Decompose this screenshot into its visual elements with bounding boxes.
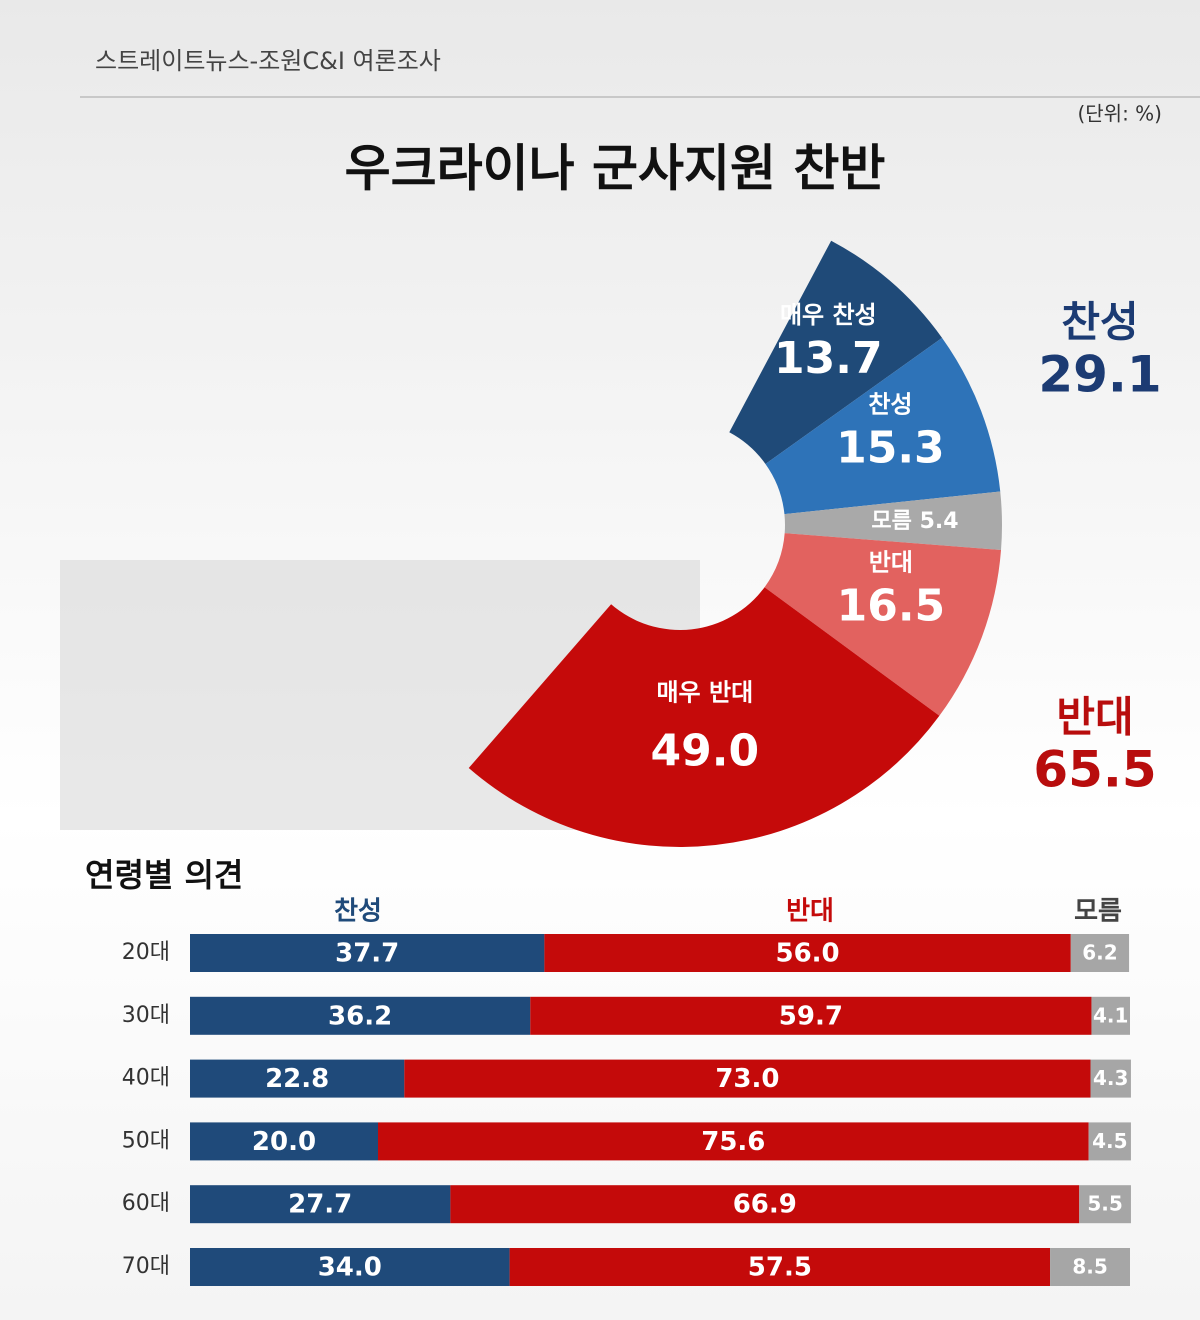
bar-label: 36.2 — [328, 1001, 392, 1031]
legend-label: 반대 — [786, 897, 834, 927]
bar-label: 8.5 — [1072, 1255, 1107, 1279]
y-tick-label: 30대 — [122, 1003, 170, 1028]
slice-label: 모름 5.4 — [871, 509, 958, 534]
slice-name: 반대 — [869, 548, 913, 576]
donut-slice — [765, 337, 1001, 515]
bar-segment — [1088, 1122, 1131, 1161]
legend-label: 찬성 — [334, 897, 382, 927]
slice-value: 49.0 — [651, 726, 760, 777]
source: 스트레이트뉴스-조원C&I 여론조사 — [95, 47, 441, 75]
bar-segment — [190, 1248, 510, 1286]
slice-value: 5.4 — [920, 509, 959, 534]
slice-value: 15.3 — [836, 422, 945, 473]
summary-label: 반대 — [1056, 693, 1133, 742]
bar-segment — [530, 996, 1092, 1035]
y-tick-label: 40대 — [122, 1066, 170, 1091]
y-tick-label: 20대 — [122, 940, 170, 965]
bar-segment — [509, 1248, 1051, 1286]
y-tick-label: 60대 — [122, 1191, 170, 1216]
unit: (단위: %) — [1077, 102, 1162, 126]
donut-slice — [784, 491, 1002, 551]
bar-label: 66.9 — [733, 1190, 797, 1220]
bar-segment — [190, 1122, 378, 1161]
bar-segment — [1070, 934, 1130, 972]
summary-value: 65.5 — [1033, 741, 1156, 799]
bar-segment — [450, 1185, 1080, 1224]
summary-label: 찬성 — [1061, 298, 1138, 347]
bar-label: 6.2 — [1082, 941, 1117, 965]
bar-segment — [544, 934, 1071, 972]
y-tick-label: 50대 — [122, 1128, 170, 1153]
bar-label: 37.7 — [335, 939, 399, 969]
bar-segment — [190, 934, 545, 972]
summary-value: 29.1 — [1038, 346, 1161, 404]
bar-label: 4.5 — [1092, 1129, 1127, 1153]
slice-name: 모름 — [871, 509, 911, 534]
bar-label: 5.5 — [1087, 1192, 1122, 1216]
bar-segment — [378, 1122, 1089, 1161]
bar-label: 73.0 — [715, 1064, 779, 1094]
slice-name: 매우 찬성 — [780, 301, 877, 329]
slice-value: 16.5 — [837, 580, 946, 631]
slice-name: 찬성 — [868, 390, 912, 418]
y-tick-label: 70대 — [122, 1254, 170, 1279]
bar-segment — [190, 1059, 405, 1098]
slice-value: 13.7 — [774, 333, 883, 384]
bar-segment — [1050, 1248, 1130, 1286]
donut-slice — [764, 533, 1002, 716]
bar-segment — [404, 1059, 1091, 1098]
section-title: 연령별 의견 — [85, 856, 243, 894]
bar-segment — [1079, 1185, 1131, 1224]
bar-label: 57.5 — [748, 1253, 812, 1283]
bar-segment — [190, 1185, 451, 1224]
bar-label: 75.6 — [701, 1127, 765, 1157]
donut-slice — [468, 587, 940, 848]
bar-segment — [1090, 1059, 1131, 1098]
bar-segment — [1091, 996, 1130, 1035]
slice-name: 매우 반대 — [656, 679, 753, 707]
bar-label: 4.1 — [1093, 1003, 1128, 1027]
bar-label: 59.7 — [779, 1001, 843, 1031]
bar-label: 34.0 — [318, 1253, 382, 1283]
chart-title: 우크라이나 군사지원 찬반 — [345, 140, 886, 198]
bar-label: 4.3 — [1093, 1066, 1128, 1090]
bar-segment — [190, 996, 531, 1035]
legend-label: 모름 — [1074, 897, 1122, 927]
bar-label: 27.7 — [288, 1190, 352, 1220]
bar-label: 22.8 — [265, 1064, 329, 1094]
bar-label: 20.0 — [252, 1127, 316, 1157]
bar-label: 56.0 — [776, 939, 840, 969]
donut-slice — [729, 240, 943, 464]
